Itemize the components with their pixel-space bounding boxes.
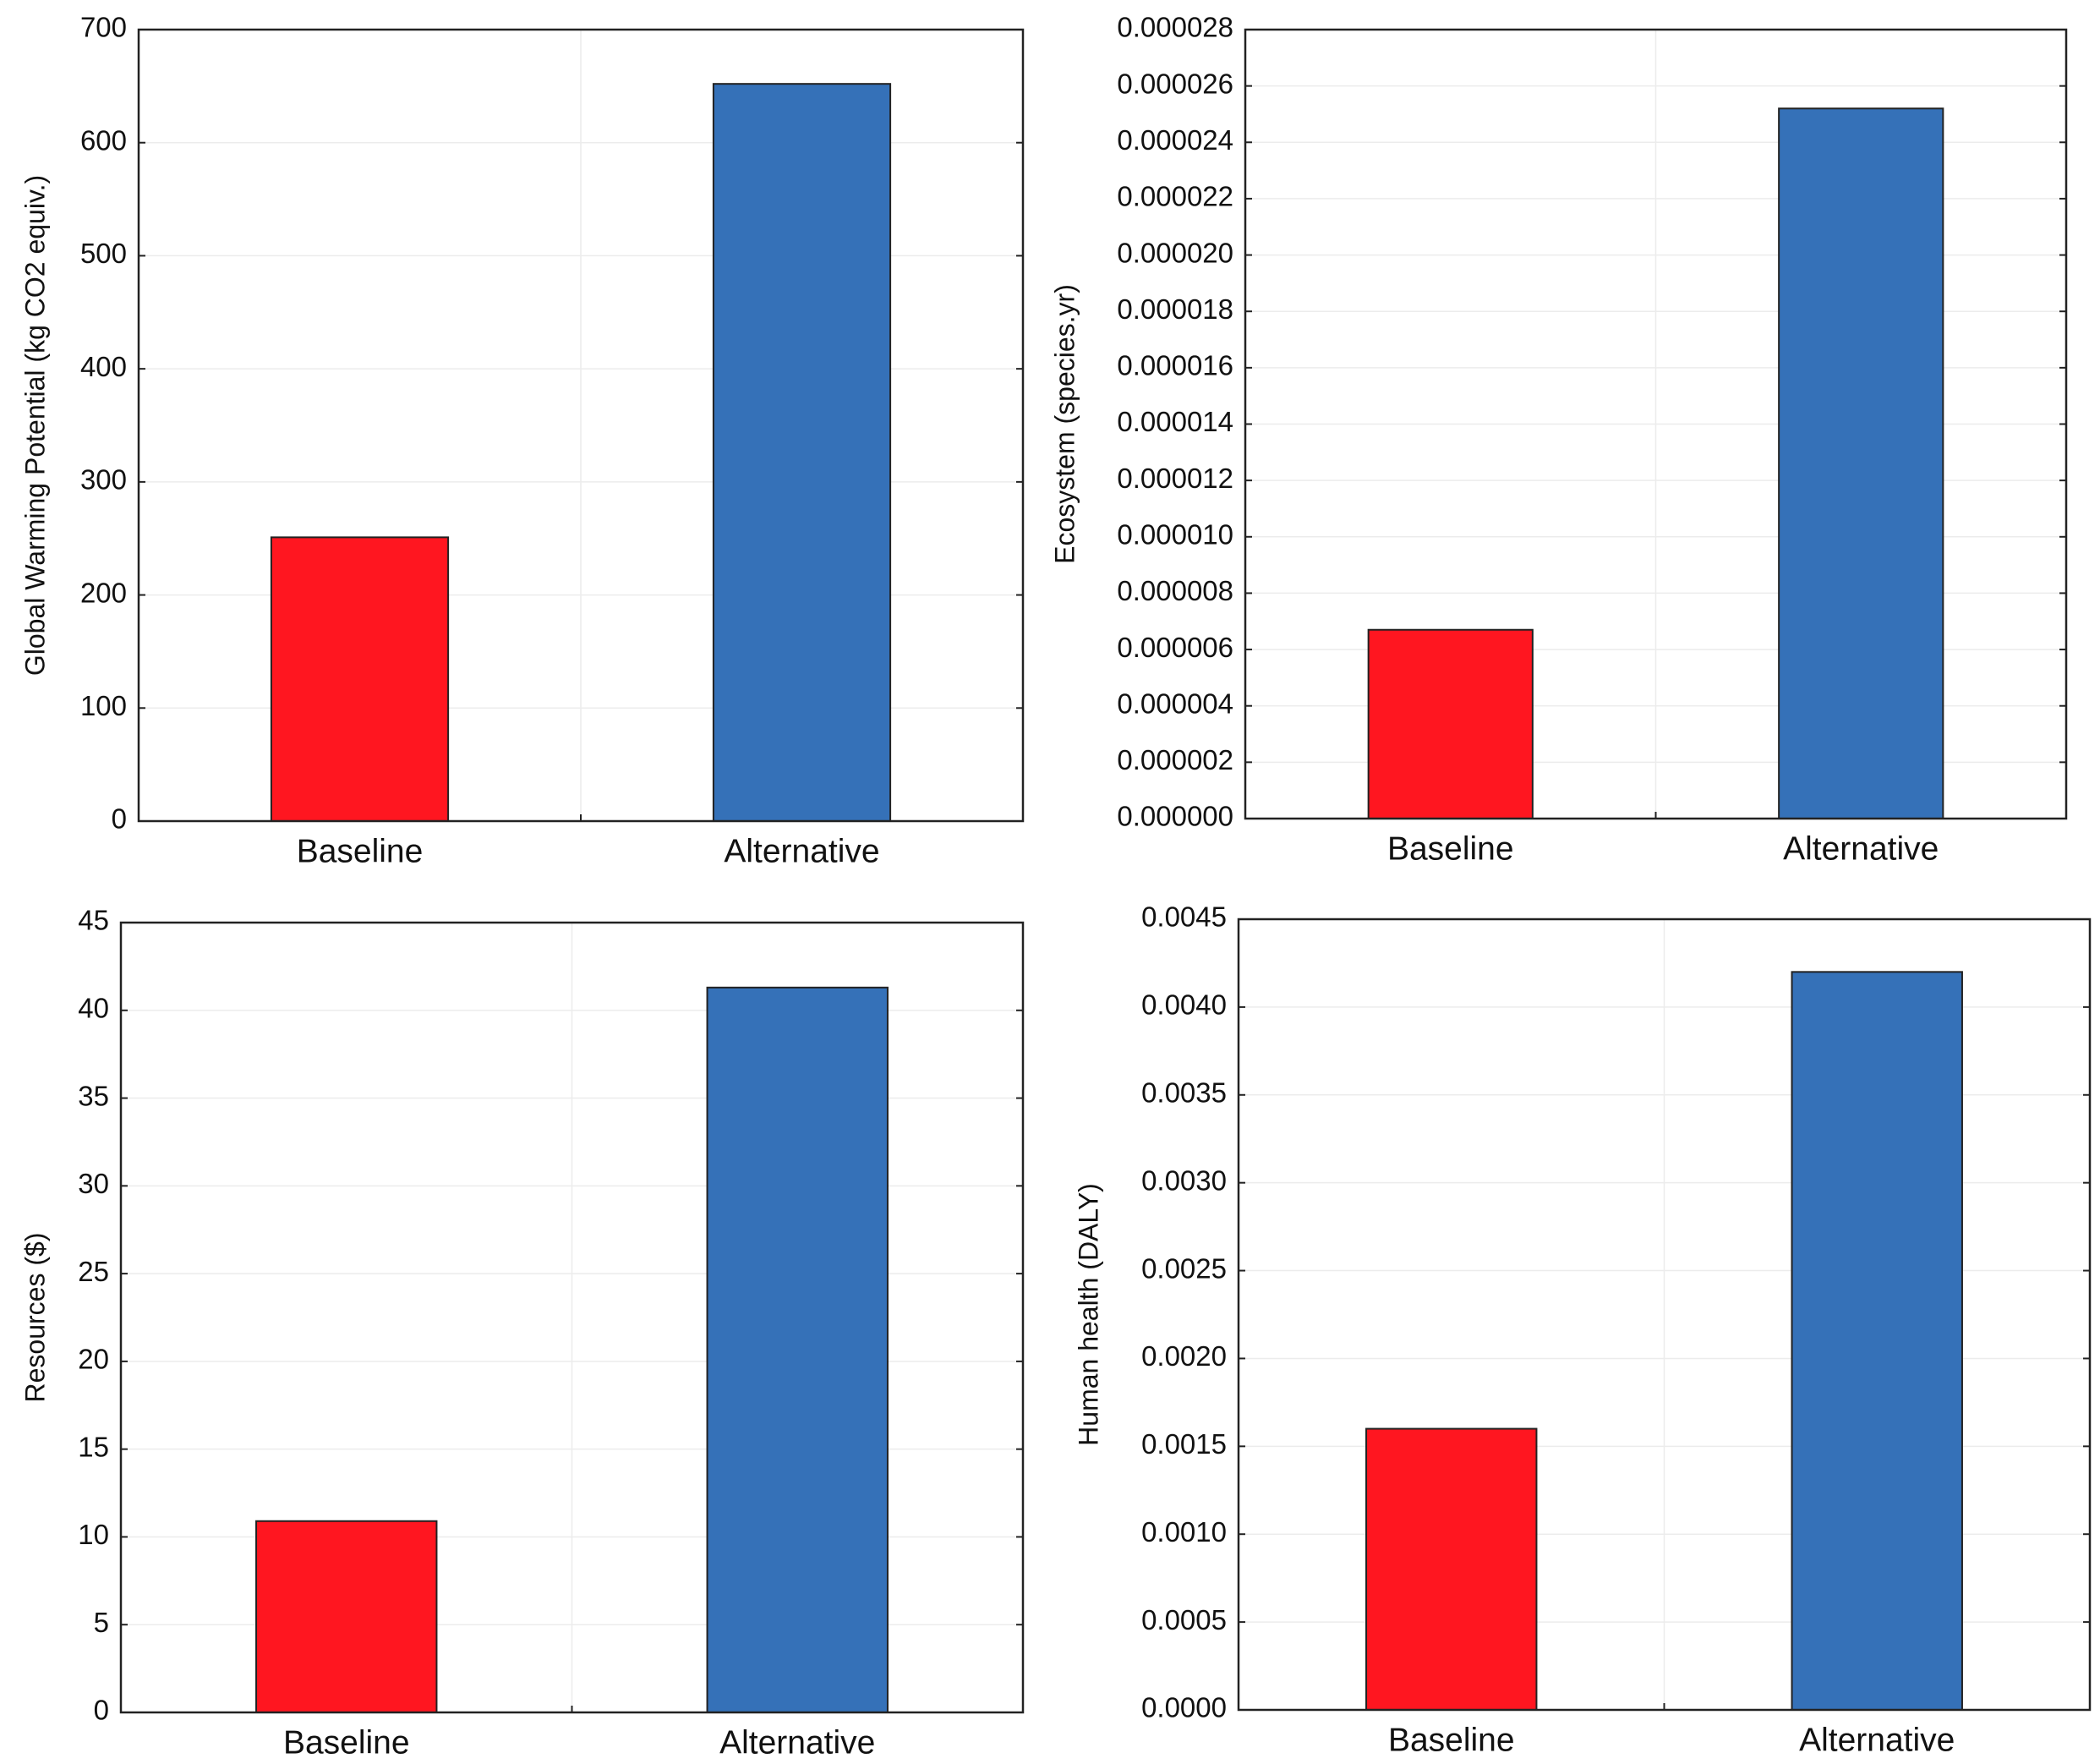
y-tick-label: 0.000022: [1117, 181, 1233, 212]
y-axis-label: Global Warming Potential (kg CO2 equiv.): [19, 175, 50, 676]
x-tick-label: Alternative: [1783, 830, 1939, 867]
y-tick-label: 15: [78, 1431, 109, 1462]
y-tick-label: 30: [78, 1168, 109, 1199]
bar: [712, 83, 892, 822]
x-tick-label: Baseline: [283, 1724, 410, 1761]
y-axis-label: Resources ($): [19, 1233, 50, 1403]
y-tick-label: 0.000002: [1117, 744, 1233, 775]
y-tick-label: 40: [78, 992, 109, 1023]
y-tick-label: 400: [80, 351, 127, 382]
y-tick-label: 20: [78, 1344, 109, 1375]
x-tick-label: Alternative: [1799, 1722, 1955, 1758]
y-tick-label: 0.0015: [1141, 1428, 1227, 1460]
y-tick-label: 0.000004: [1117, 688, 1233, 719]
x-tick-label: Alternative: [719, 1724, 875, 1761]
y-tick-label: 0: [94, 1695, 109, 1726]
x-tick-label: Alternative: [724, 833, 879, 869]
plot-frame: [119, 921, 1025, 1714]
y-tick-label: 0.0045: [1141, 901, 1227, 933]
plot-frame: [1244, 28, 2068, 820]
y-tick-label: 0.000010: [1117, 519, 1233, 551]
y-tick-label: 0.000016: [1117, 350, 1233, 381]
y-tick-label: 0.0000: [1141, 1692, 1227, 1723]
y-tick-label: 10: [78, 1519, 109, 1550]
y-tick-label: 0.0040: [1141, 989, 1227, 1021]
y-tick-label: 0.0005: [1141, 1604, 1227, 1635]
x-tick-label: Baseline: [297, 833, 424, 869]
y-tick-label: 0.000006: [1117, 632, 1233, 663]
plot-frame: [1237, 918, 2092, 1712]
plot-frame: [137, 28, 1025, 823]
y-tick-label: 0.0030: [1141, 1164, 1227, 1196]
y-tick-label: 0.0020: [1141, 1340, 1227, 1372]
bar: [1367, 628, 1534, 819]
y-tick-label: 0.000018: [1117, 293, 1233, 325]
bar: [1791, 971, 1963, 1712]
y-tick-label: 45: [78, 905, 109, 936]
y-tick-label: 0.000020: [1117, 237, 1233, 268]
y-tick-label: 500: [80, 238, 127, 269]
bar: [270, 536, 450, 822]
y-tick-label: 0.000008: [1117, 575, 1233, 606]
x-tick-label: Baseline: [1387, 830, 1514, 867]
y-tick-label: 5: [94, 1607, 109, 1638]
y-tick-label: 0.000028: [1117, 12, 1233, 43]
y-tick-label: 0.000024: [1117, 124, 1233, 156]
y-tick-label: 200: [80, 577, 127, 608]
y-tick-label: 0.000000: [1117, 801, 1233, 832]
y-tick-label: 100: [80, 690, 127, 721]
bar: [706, 986, 889, 1713]
y-tick-label: 35: [78, 1080, 109, 1111]
bar: [1365, 1427, 1538, 1711]
y-axis-label: Ecosystem (species.yr): [1049, 284, 1080, 564]
x-tick-label: Baseline: [1388, 1722, 1515, 1758]
y-tick-label: 25: [78, 1256, 109, 1287]
bar: [1778, 107, 1944, 820]
y-tick-label: 0.0035: [1141, 1076, 1227, 1108]
y-tick-label: 300: [80, 464, 127, 496]
y-tick-label: 0.000026: [1117, 68, 1233, 99]
y-tick-label: 0.0025: [1141, 1252, 1227, 1284]
y-tick-label: 0.0010: [1141, 1516, 1227, 1548]
y-tick-label: 0.000014: [1117, 406, 1233, 437]
y-axis-label: Human health (DALY): [1073, 1183, 1103, 1446]
bar: [255, 1520, 438, 1713]
y-tick-label: 700: [80, 12, 127, 43]
y-tick-label: 0: [112, 803, 127, 835]
y-tick-label: 600: [80, 124, 127, 156]
y-tick-label: 0.000012: [1117, 463, 1233, 494]
